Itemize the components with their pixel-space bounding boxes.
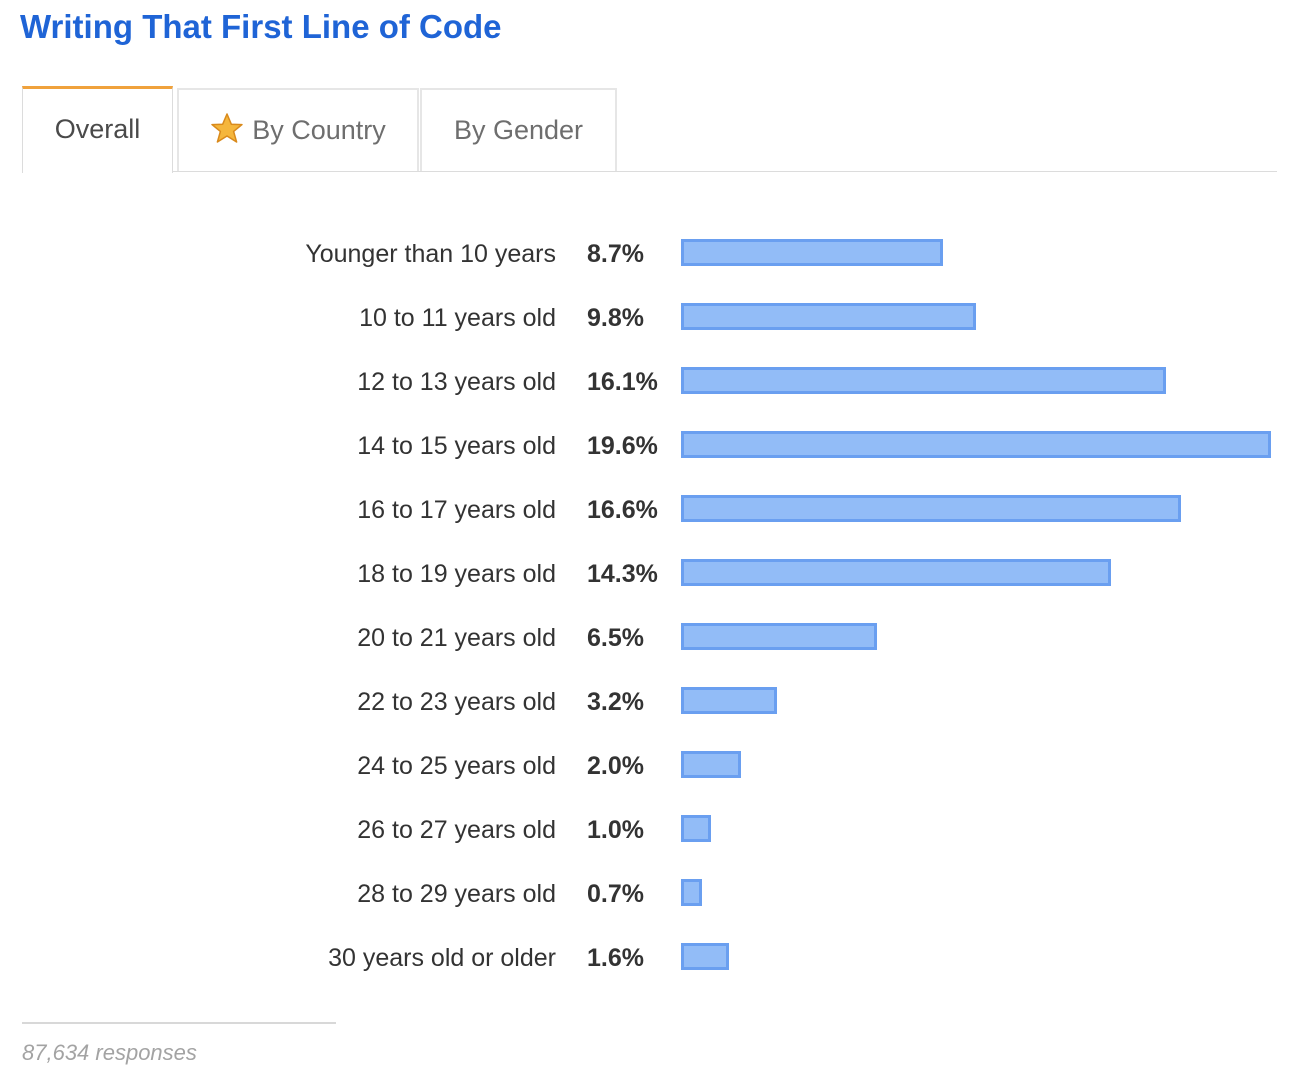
value-label: 16.1% [587,368,658,396]
bar [681,495,1181,522]
bar-row: 14 to 15 years old 19.6% [0,431,1300,461]
bar-row: 26 to 27 years old 1.0% [0,815,1300,845]
category-label: 30 years old or older [328,944,556,972]
bar [681,943,729,970]
tab-by-gender-label: By Gender [453,115,584,145]
category-label: 14 to 15 years old [357,432,556,460]
value-label: 2.0% [587,752,644,780]
category-label: 24 to 25 years old [357,752,556,780]
category-label: 22 to 23 years old [357,688,556,716]
category-label: 20 to 21 years old [357,624,556,652]
value-label: 14.3% [587,560,658,588]
tab-by-country-label: By Country [252,115,386,145]
bar [681,239,943,266]
value-label: 1.0% [587,816,644,844]
bar [681,431,1271,458]
category-label: Younger than 10 years [305,240,556,268]
tab-overall-label: Overall [54,114,141,144]
tab-by-country[interactable]: By Country [177,88,419,171]
tab-bar: Overall By Country By Gender [22,86,1277,173]
value-label: 6.5% [587,624,644,652]
bar-row: 30 years old or older 1.6% [0,943,1300,973]
category-label: 26 to 27 years old [357,816,556,844]
category-label: 16 to 17 years old [357,496,556,524]
bar-row: 28 to 29 years old 0.7% [0,879,1300,909]
bar [681,751,741,778]
bar-row: 20 to 21 years old 6.5% [0,623,1300,653]
value-label: 1.6% [587,944,644,972]
tab-overall[interactable]: Overall [22,86,173,173]
bar [681,879,702,906]
bar [681,303,976,330]
bar-row: 18 to 19 years old 14.3% [0,559,1300,589]
tab-divider [22,171,1277,172]
bar [681,367,1166,394]
bar [681,687,777,714]
category-label: 18 to 19 years old [357,560,556,588]
category-label: 10 to 11 years old [359,304,556,332]
bar-row: 16 to 17 years old 16.6% [0,495,1300,525]
footer-divider [22,1022,336,1024]
page-title: Writing That First Line of Code [20,8,502,45]
value-label: 8.7% [587,240,644,268]
bar [681,559,1111,586]
bar-row: Younger than 10 years 8.7% [0,239,1300,269]
responses-count: 87,634 responses [22,1040,197,1065]
value-label: 0.7% [587,880,644,908]
value-label: 3.2% [587,688,644,716]
tab-by-gender[interactable]: By Gender [420,88,617,171]
category-label: 12 to 13 years old [357,368,556,396]
star-icon [210,112,244,146]
bar-row: 12 to 13 years old 16.1% [0,367,1300,397]
value-label: 9.8% [587,304,644,332]
bar-row: 24 to 25 years old 2.0% [0,751,1300,781]
value-label: 16.6% [587,496,658,524]
value-label: 19.6% [587,432,658,460]
bar [681,623,877,650]
age-bar-chart: Younger than 10 years 8.7% 10 to 11 years … [0,239,1300,973]
bar [681,815,711,842]
bar-row: 10 to 11 years old 9.8% [0,303,1300,333]
bar-row: 22 to 23 years old 3.2% [0,687,1300,717]
category-label: 28 to 29 years old [357,880,556,908]
